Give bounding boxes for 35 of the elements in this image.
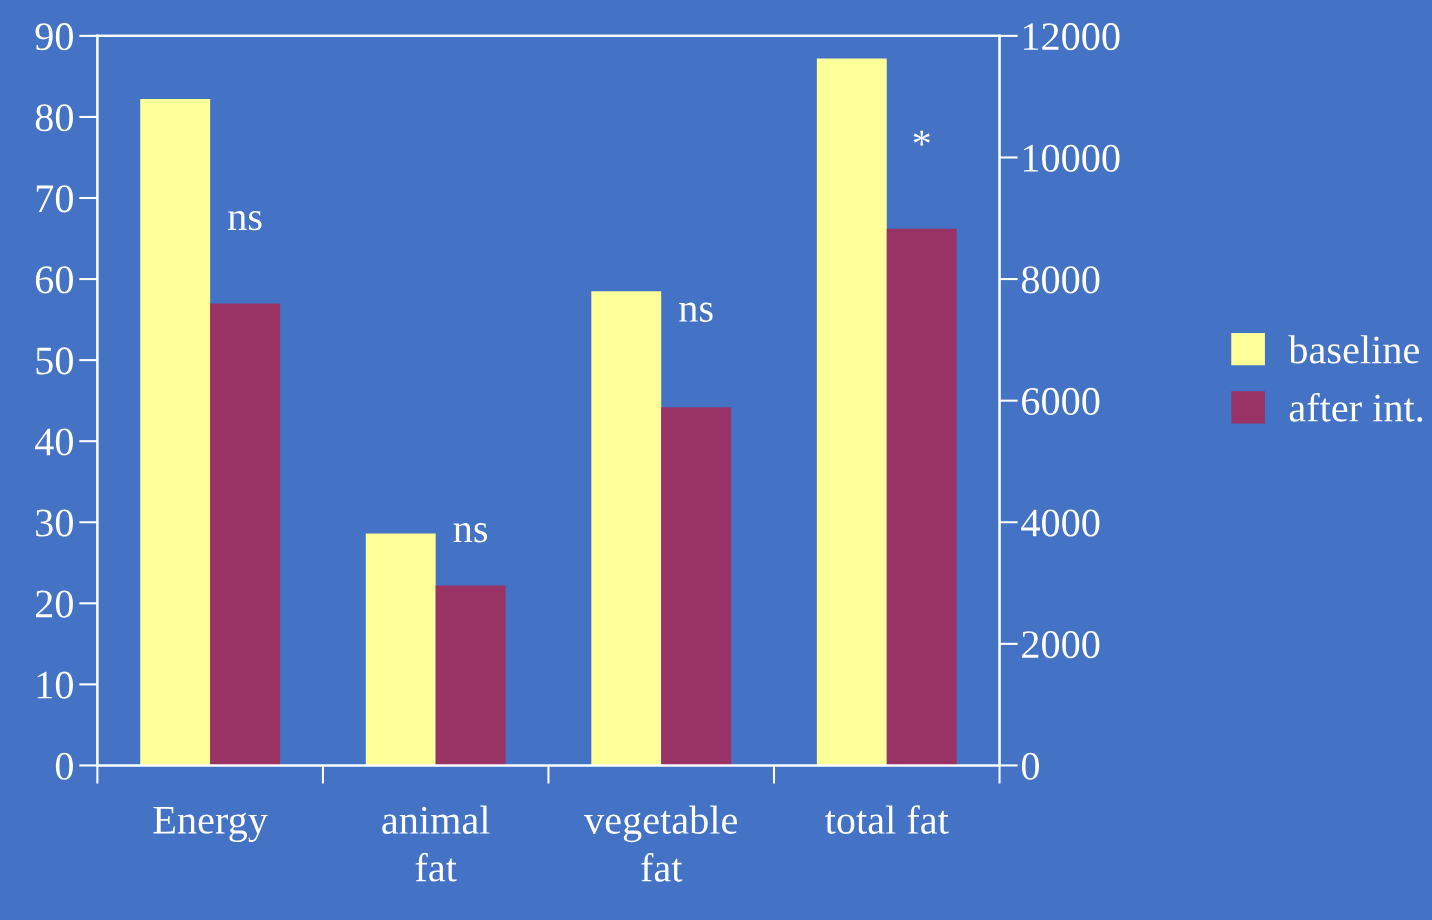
bar <box>886 228 957 766</box>
bar <box>210 303 281 766</box>
y2-tick-label: 8000 <box>1021 266 1100 294</box>
y-tick-label: 40 <box>34 428 73 456</box>
bar <box>435 585 506 766</box>
y-tick-label: 20 <box>35 590 73 618</box>
x-tick-label: vegetable fat <box>584 805 737 882</box>
bar <box>591 291 662 766</box>
y-tick-label: 50 <box>36 347 73 375</box>
y-tick-label: 60 <box>35 266 73 294</box>
y-tick-label: 0 <box>55 752 73 780</box>
y2-tick-label: 2000 <box>1022 631 1100 659</box>
y2-tick-label: 12000 <box>1023 23 1120 51</box>
bar <box>365 533 436 766</box>
annotation: ns <box>453 523 488 543</box>
annotation: ns <box>228 210 262 231</box>
y-tick-label: 90 <box>35 23 73 51</box>
annotation: * <box>913 130 930 146</box>
y2-tick-label: 6000 <box>1022 387 1100 416</box>
x-tick-label: animal fat <box>382 805 490 882</box>
y-tick-label: 80 <box>35 104 73 132</box>
bar <box>816 58 887 766</box>
y2-tick-label: 4000 <box>1021 509 1100 537</box>
bar <box>140 99 211 766</box>
x-tick-label: Energy <box>153 807 268 843</box>
x-tick-label: total fat <box>825 805 949 834</box>
y-tick-label: 10 <box>37 671 73 699</box>
bar <box>661 407 732 766</box>
annotation: ns <box>679 302 713 322</box>
y-tick-label: 70 <box>36 185 73 213</box>
legend-label: after int. <box>1289 392 1423 422</box>
y-tick-label: 30 <box>36 509 73 537</box>
y2-tick-label: 10000 <box>1023 144 1120 172</box>
legend-label: baseline <box>1288 335 1419 364</box>
y2-tick-label: 0 <box>1021 752 1039 780</box>
